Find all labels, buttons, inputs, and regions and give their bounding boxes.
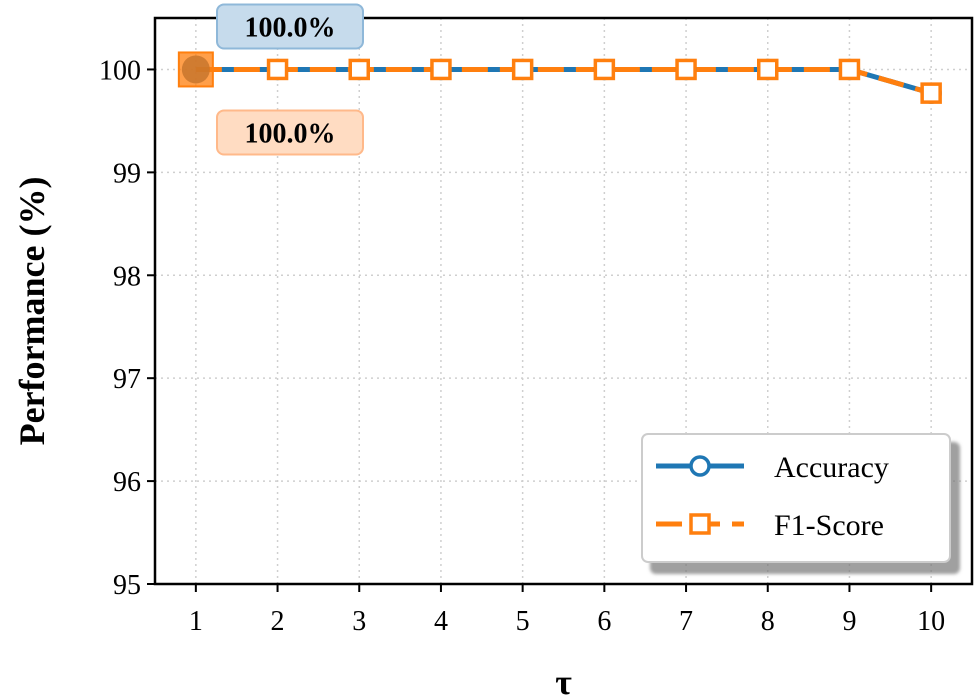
- point-f1-score: [920, 82, 942, 104]
- x-tick-label: 6: [597, 606, 611, 637]
- point-f1-score: [757, 58, 779, 81]
- highlight-point-accuracy: [181, 55, 210, 84]
- series-layer: [177, 51, 942, 104]
- plot-frame: [153, 16, 974, 586]
- x-tick-label: 5: [516, 606, 530, 637]
- point-f1-score: [266, 58, 289, 81]
- point-f1-score: [348, 58, 370, 81]
- x-tick-label: 3: [352, 606, 366, 637]
- series-line-accuracy: [195, 66, 932, 96]
- x-tick-label: 4: [434, 606, 448, 637]
- legend: Accuracy F1-Score: [641, 433, 960, 574]
- point-f1-score: [511, 58, 534, 81]
- point-f1-score: [593, 58, 616, 81]
- x-tick-label: 9: [842, 606, 856, 637]
- y-tick-label: 99: [113, 158, 141, 189]
- point-f1-score: [430, 58, 452, 81]
- y-tick-label: 97: [113, 364, 141, 395]
- annotation-label: 100.0%: [245, 12, 336, 43]
- x-tick-label: 7: [679, 606, 693, 637]
- annotation-box: [216, 3, 364, 50]
- y-axis-title: Performance (%): [12, 177, 52, 446]
- y-tick-label: 96: [113, 467, 141, 498]
- legend-marker-f1-score: [689, 513, 711, 535]
- y-tick-label: 98: [113, 261, 141, 292]
- legend-marker-accuracy: [689, 455, 711, 477]
- x-tick-label: 10: [917, 606, 945, 637]
- annotation-box: [216, 109, 364, 156]
- x-tick-label: 8: [761, 606, 775, 637]
- x-tick-label: 1: [189, 606, 203, 637]
- point-f1-score: [675, 58, 697, 81]
- legend-label-f1-score: F1-Score: [774, 509, 884, 542]
- annotations: 100.0% 100.0%: [216, 3, 364, 156]
- legend-label-accuracy: Accuracy: [774, 451, 889, 484]
- x-tick-label: 2: [271, 606, 285, 637]
- y-tick-label: 95: [113, 570, 141, 601]
- x-axis-title: τ: [555, 662, 572, 700]
- point-f1-score: [838, 58, 861, 81]
- annotation-label: 100.0%: [245, 118, 336, 149]
- axes: 1 2 3 4 5 6 7 8 9 10 95 96 97 98 99 100 τ Performance (%): [12, 16, 974, 700]
- y-tick-label: 100: [99, 55, 141, 86]
- series-line-f1-score: [195, 66, 932, 96]
